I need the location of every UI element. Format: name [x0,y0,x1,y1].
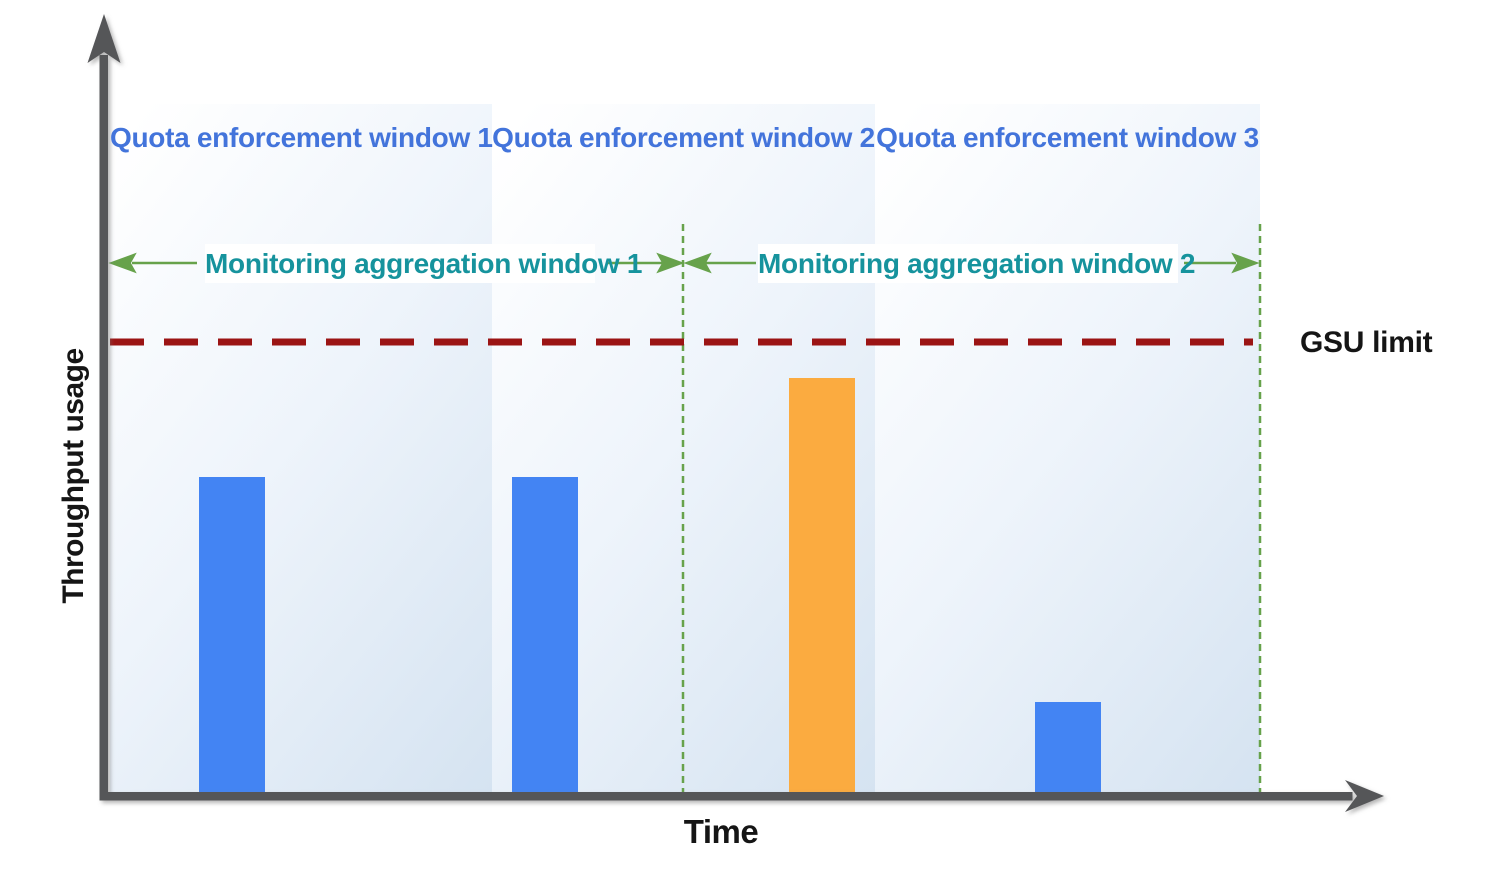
quota-window-label-2: Quota enforcement window 2 [492,122,875,153]
y-axis-arrow-icon [87,14,121,63]
monitoring-window-label-1: Monitoring aggregation window 1 [205,244,642,283]
gsu-limit-label: GSU limit [1300,326,1433,359]
monitoring-window-label-2: Monitoring aggregation window 2 [758,244,1195,283]
right-arrowhead-icon [1231,252,1260,274]
right-arrowhead-icon [656,252,685,274]
x-axis [99,792,1353,801]
quota-window-label-3: Quota enforcement window 3 [876,122,1259,153]
y-axis-label: Throughput usage [57,348,90,604]
x-axis-arrow-icon [1345,780,1384,812]
usage-bar-window3 [1035,702,1101,792]
left-arrowhead-icon [108,252,137,274]
usage-bar-window2-over-quota [789,378,855,792]
quota-window-label-1: Quota enforcement window 1 [110,122,493,153]
x-axis-label: Time [683,813,759,850]
quota-window-band-1 [110,104,492,792]
usage-bar-window1 [199,477,265,792]
y-axis [99,55,108,800]
quota-window-band-3 [875,104,1260,792]
usage-bar-window2-before-boundary [512,477,578,792]
left-arrowhead-icon [683,252,712,274]
